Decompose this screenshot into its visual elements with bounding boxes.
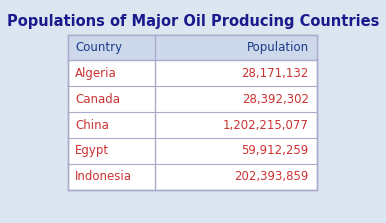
Text: Algeria: Algeria [75,67,117,80]
Text: 202,393,859: 202,393,859 [234,170,309,183]
Text: 1,202,215,077: 1,202,215,077 [223,119,309,132]
Text: Populations of Major Oil Producing Countries: Populations of Major Oil Producing Count… [7,14,379,29]
Text: Egypt: Egypt [75,145,109,157]
Text: 28,392,302: 28,392,302 [242,93,309,106]
Text: China: China [75,119,109,132]
Text: Indonesia: Indonesia [75,170,132,183]
Text: Canada: Canada [75,93,120,106]
Text: 59,912,259: 59,912,259 [242,145,309,157]
Text: Country: Country [75,41,122,54]
Bar [68,35,317,60]
Text: Population: Population [247,41,309,54]
Bar [68,35,317,190]
Text: 28,171,132: 28,171,132 [242,67,309,80]
